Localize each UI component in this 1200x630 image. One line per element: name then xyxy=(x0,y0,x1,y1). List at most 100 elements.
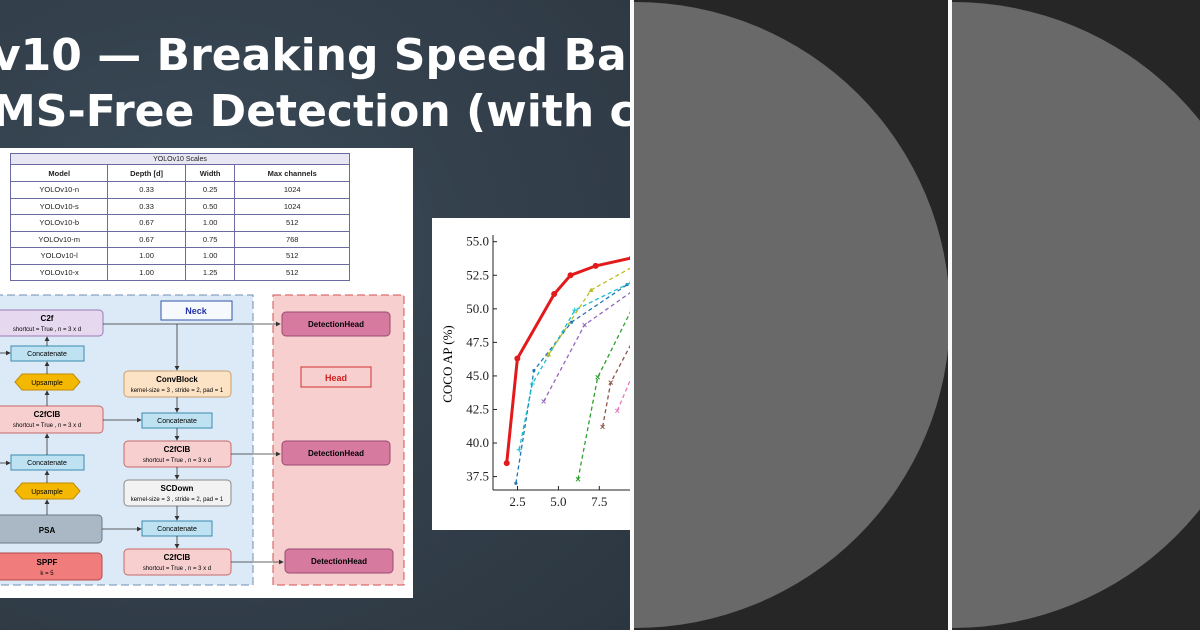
table-row: YOLOv10-x 1.00 1.25 512 xyxy=(9,263,350,281)
scales-table-caption: YOLOv10 Scales xyxy=(10,153,350,165)
table-cell: 0.33 xyxy=(107,181,186,199)
slide-preview: v10 — Breaking Speed Barrie MS-Free Dete… xyxy=(0,0,632,630)
detection-head-label: DetectionHead xyxy=(311,557,367,566)
y-axis-label: COCO AP (%) xyxy=(440,325,455,403)
data-point xyxy=(572,307,578,313)
table-cell: 512 xyxy=(234,263,350,281)
slide-title-line-1: v10 — Breaking Speed Barrie xyxy=(0,30,632,81)
column-header: Model xyxy=(9,164,109,182)
detection-head-label: DetectionHead xyxy=(308,320,364,329)
panel-divider xyxy=(630,0,634,630)
series-line xyxy=(543,290,632,402)
placeholder-circle xyxy=(950,2,1200,628)
concat-label: Concatenate xyxy=(27,351,67,358)
upsample-block xyxy=(14,482,81,500)
data-point xyxy=(546,351,552,357)
table-cell: 512 xyxy=(234,247,350,265)
c2f-block xyxy=(0,309,104,337)
psa-label: PSA xyxy=(39,526,56,535)
x-tick-label: 5.0 xyxy=(550,494,566,509)
concat-block xyxy=(10,345,85,362)
data-point xyxy=(582,322,587,328)
data-point xyxy=(567,272,574,279)
c2f-subtitle: shortcut = True , n = 3 x d xyxy=(13,327,81,333)
table-cell: 0.67 xyxy=(107,214,186,232)
y-tick-label: 52.5 xyxy=(466,267,489,282)
table-cell: 1024 xyxy=(234,197,350,215)
scales-table: YOLOv10 Scales Model Depth [d] Width Max… xyxy=(9,153,350,281)
table-cell: 1.25 xyxy=(184,263,236,281)
chart-plot: 37.5 40.0 42.5 45.0 47.5 50.0 52.5 55.0 2.5 5.0 7.… xyxy=(440,234,632,509)
table-cell: YOLOv10-n xyxy=(9,181,109,199)
data-point xyxy=(608,380,614,385)
head-region xyxy=(272,294,405,586)
y-tick-label: 47.5 xyxy=(466,334,489,349)
column-header: Width xyxy=(184,164,236,182)
data-point xyxy=(541,399,547,404)
table-row: YOLOv10-s 0.33 0.50 1024 xyxy=(9,197,350,215)
architecture-diagram: Neck Head C2f shortcut = True , n = 3 x … xyxy=(0,294,405,586)
table-row: YOLOv10-m 0.67 0.75 768 xyxy=(9,230,350,248)
head-label: Head xyxy=(325,373,347,383)
slide-title-line-2: MS-Free Detection (with coc xyxy=(0,86,632,137)
upsample-label: Upsample xyxy=(31,380,63,387)
thumbnail-panel-left[interactable] xyxy=(632,0,950,630)
column-header: Depth [d] xyxy=(107,164,186,182)
detection-head-block xyxy=(281,311,391,337)
series-line xyxy=(518,281,632,450)
upsample-block xyxy=(14,373,81,391)
architecture-figure: YOLOv10 Scales Model Depth [d] Width Max… xyxy=(0,148,413,598)
convblock-title: ConvBlock xyxy=(156,375,198,384)
scdown-subtitle: kernel-size = 3 , stride = 2, pad = 1 xyxy=(131,497,224,503)
data-point xyxy=(588,287,594,293)
neck-label-box xyxy=(160,300,233,321)
table-cell: 0.75 xyxy=(184,230,236,248)
scdown-block xyxy=(123,479,232,507)
concat-block xyxy=(10,454,85,471)
data-point xyxy=(614,408,620,414)
y-tick-label: 42.5 xyxy=(466,401,489,416)
data-point xyxy=(516,447,522,453)
table-cell: YOLOv10-s xyxy=(9,197,109,215)
y-tick-label: 50.0 xyxy=(466,301,489,316)
x-tick-label: 7.5 xyxy=(591,494,607,509)
table-cell: YOLOv10-m xyxy=(9,230,109,248)
upsample-label: Upsample xyxy=(31,489,63,496)
head-label-box xyxy=(300,366,372,388)
c2fcib-subtitle: shortcut = True , n = 3 x d xyxy=(143,566,211,572)
table-cell: 0.67 xyxy=(107,230,186,248)
series-line xyxy=(548,266,632,355)
data-point xyxy=(514,355,521,362)
c2fcib-title: C2fCIB xyxy=(34,410,61,419)
chart-series-group xyxy=(503,254,632,485)
sppf-block xyxy=(0,552,103,581)
data-point xyxy=(503,460,510,467)
table-cell: 1.00 xyxy=(184,247,236,265)
data-point xyxy=(575,476,581,482)
c2fcib-block xyxy=(0,405,104,434)
x-tick-label: 2.5 xyxy=(509,494,525,509)
concat-label: Concatenate xyxy=(157,526,197,533)
data-point xyxy=(551,291,558,298)
table-cell: 0.33 xyxy=(107,197,186,215)
thumbnail-panel-right[interactable] xyxy=(950,0,1200,630)
table-cell: YOLOv10-b xyxy=(9,214,109,232)
coco-ap-chart: 37.5 40.0 42.5 45.0 47.5 50.0 52.5 55.0 2.5 5.0 7.… xyxy=(432,218,632,530)
table-row: YOLOv10-n 0.33 0.25 1024 xyxy=(9,181,350,199)
data-point xyxy=(529,381,535,387)
panel-divider xyxy=(948,0,952,630)
y-tick-label: 37.5 xyxy=(466,469,489,484)
data-point xyxy=(532,368,536,373)
table-cell: 768 xyxy=(234,230,350,248)
series-line xyxy=(616,375,632,412)
y-tick-label: 45.0 xyxy=(466,368,489,383)
convblock-subtitle: kernel-size = 3 , stride = 2, pad = 1 xyxy=(131,388,224,394)
concat-label: Concatenate xyxy=(157,418,197,425)
column-header: Max channels xyxy=(234,164,350,182)
c2f-title: C2f xyxy=(41,314,54,323)
data-point xyxy=(514,481,518,485)
table-cell: YOLOv10-x xyxy=(9,263,109,281)
table-row: YOLOv10-l 1.00 1.00 512 xyxy=(9,247,350,265)
table-cell: 0.25 xyxy=(184,181,236,199)
y-tick-label: 40.0 xyxy=(466,435,489,450)
